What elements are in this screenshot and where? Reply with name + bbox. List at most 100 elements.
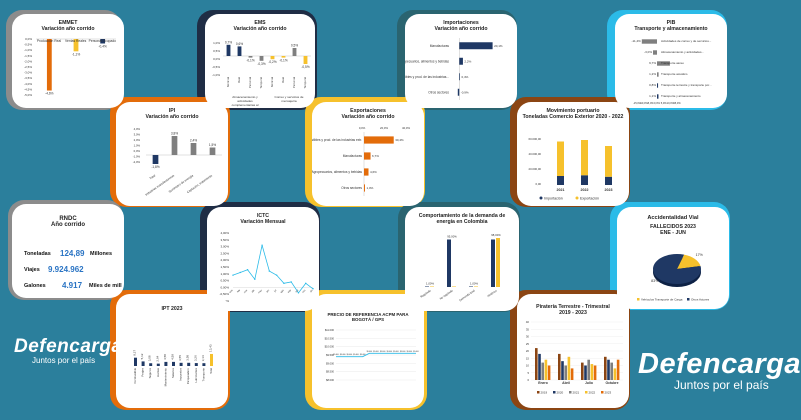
data-label: 0,4% — [461, 75, 468, 79]
xtick-label: nov — [302, 288, 307, 293]
rndc-value-2: 4.917 — [62, 281, 83, 290]
bar — [190, 143, 197, 155]
tick-label: Temporal — [259, 77, 263, 89]
xtick-label: jul — [273, 289, 278, 294]
rndc-label-1: Viajes — [24, 267, 40, 273]
xtick-label: -5,0% — [647, 101, 654, 105]
ictc-card: ICTC Variación Mensual 4,00% 3,50% 3,00% 2,5… — [207, 207, 319, 311]
demanda-chart: 1,00% Regulado 95,00% No regulado 1,00% Deman… — [419, 233, 501, 302]
bar — [459, 42, 493, 50]
data-label: $9.600 — [387, 351, 393, 353]
category-label: Almacenamiento y actividades... — [661, 50, 704, 54]
bar — [172, 361, 175, 366]
category-label: Personal Ocupado — [89, 39, 116, 43]
tick-label: Peajes — [141, 367, 145, 376]
data-label: -0,1% — [279, 59, 287, 63]
data-point — [232, 274, 234, 276]
bar — [557, 141, 564, 176]
bar — [364, 184, 365, 192]
brand-name-right: Defencarga — [638, 348, 801, 380]
data-label: $9.400 — [353, 354, 359, 356]
xtick-label: ene — [229, 289, 234, 294]
bar — [570, 368, 574, 380]
rndc-value-1: 9.924.962 — [48, 265, 84, 274]
bar — [164, 361, 168, 366]
legend-marker — [539, 196, 543, 200]
ytick-label: 1,00% — [220, 272, 229, 276]
data-label: -1,8% — [151, 165, 159, 169]
pie-slice — [677, 254, 701, 269]
category-label: Transporte terrestre y transporte por... — [661, 83, 712, 87]
bar — [538, 353, 541, 380]
bar — [657, 94, 659, 99]
bar — [210, 353, 213, 366]
data-label: -0,4% — [99, 44, 107, 48]
ytick-label: 2,50% — [220, 251, 229, 255]
bar — [364, 136, 394, 144]
bar — [605, 146, 612, 177]
data-label: 6,7% — [372, 154, 379, 158]
precio-card: PRECIO DE REFERENCIA ACPM PARA BOGOTÁ / … — [312, 294, 424, 408]
accidentalidad-title: Accidentalidad Vial — [647, 215, 699, 221]
ytick-label: 1,0% — [134, 144, 141, 148]
bar — [541, 362, 544, 380]
data-point — [312, 288, 314, 290]
bar — [447, 239, 451, 287]
ytick-label: 0,0% — [25, 37, 32, 41]
importaciones-title: Importaciones — [443, 20, 479, 26]
data-label: 4,6% — [370, 170, 377, 174]
data-label: 9,7% — [649, 61, 656, 65]
ytick-label: 30 — [526, 335, 530, 339]
legend-label: Otros Actores — [691, 298, 710, 302]
rndc-unit-0: Millones — [90, 251, 113, 257]
tick-label: Lubricantes — [194, 367, 198, 382]
bar — [610, 362, 613, 380]
ytick-label: -4,0% — [24, 82, 32, 86]
ytick-label: -4,5% — [24, 87, 32, 91]
xtick-label: -15,0% — [633, 101, 642, 105]
category-label: Otros sectores — [428, 90, 449, 94]
data-point — [239, 271, 241, 274]
ytick-label: $10.000 — [325, 345, 335, 349]
data-label: 9,27 — [133, 350, 137, 356]
ytick-label: 0,00% — [220, 285, 229, 289]
bar — [364, 152, 371, 160]
ytick-label: 20 — [526, 349, 530, 353]
data-point — [254, 278, 256, 280]
ytick-label: 3,00% — [220, 245, 229, 249]
bar — [134, 357, 137, 366]
importaciones-subtitle: Variación año corrido — [434, 26, 488, 32]
accidentalidad-card: Accidentalidad Vial FALLECIDOS 2023 ENE -… — [617, 207, 729, 309]
tick-label: Total — [209, 368, 213, 374]
bar — [303, 56, 308, 64]
bar — [581, 140, 588, 176]
ytick-label: -2,0% — [133, 160, 141, 164]
precio-title: PRECIO DE REFERENCIA ACPM PARA BOGOTÁ / … — [327, 312, 409, 322]
bar — [141, 361, 145, 366]
ytick-label: $8.500 — [326, 370, 334, 374]
bar — [226, 44, 231, 56]
tick-label: Total — [149, 173, 157, 180]
ytick-label: 10 — [526, 364, 530, 368]
bar — [179, 362, 183, 366]
legend-marker — [637, 298, 640, 301]
bar — [364, 168, 369, 176]
bar — [587, 359, 590, 380]
data-label: 3,26 — [193, 355, 197, 361]
bar — [209, 147, 216, 155]
bar — [202, 363, 206, 366]
data-label: -3,0% — [644, 50, 652, 54]
importaciones-card: Importaciones Variación año corrido 20,1%… — [405, 14, 517, 108]
category-label: Otros sectores — [341, 186, 362, 190]
data-label: 1,00% — [470, 282, 478, 286]
data-point — [275, 274, 278, 276]
brand-name-left: Defencarga — [14, 336, 123, 357]
ytick-label: -5,0% — [24, 93, 32, 97]
data-label: 2,2% — [464, 59, 471, 63]
ems-title: EMS — [254, 20, 266, 26]
bar — [46, 39, 52, 91]
xtick-label: may — [257, 288, 263, 294]
group-label: Almacenamiento y — [232, 95, 258, 99]
data-label: 3,14 — [201, 355, 205, 361]
bar — [590, 364, 594, 380]
